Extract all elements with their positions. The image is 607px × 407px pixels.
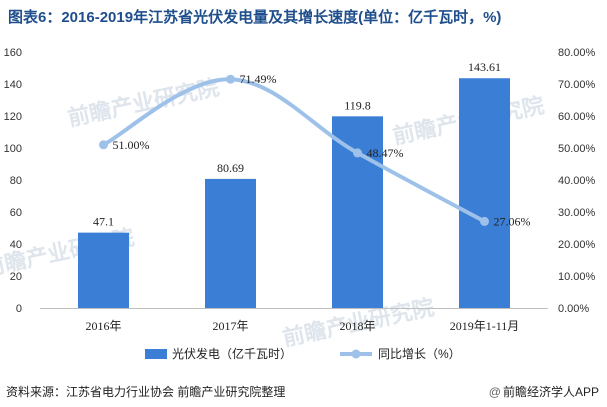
brand-name: 前瞻经济学人APP (502, 385, 599, 399)
bar (205, 178, 256, 308)
source-note: 资料来源：江苏省电力行业协会 前瞻产业研究院整理 (6, 385, 286, 399)
growth-line (101, 77, 487, 224)
bar-data-label: 119.8 (344, 98, 371, 112)
right-tick-label: 70.00% (558, 79, 596, 91)
left-tick-label: 140 (4, 79, 22, 91)
legend-bar-label: 光伏发电（亿千瓦时） (172, 346, 292, 361)
brand-at: @ (488, 385, 501, 399)
watermark-text: 前瞻产业研究院 (66, 74, 222, 130)
category-label: 2017年 (212, 319, 248, 333)
growth-point (353, 148, 362, 158)
growth-data-label: 51.00% (113, 138, 150, 152)
bar (78, 232, 129, 308)
bar-series: 47.1 80.69 119.8 143.61 (78, 60, 510, 308)
right-tick-label: 60.00% (558, 111, 596, 123)
left-tick-label: 80 (10, 175, 22, 187)
chart-title: 图表6：2016-2019年江苏省光伏发电量及其增长速度(单位：亿千瓦时，%) (8, 9, 502, 26)
right-tick-label: 80.00% (558, 47, 596, 59)
brand-credit: @ 前瞻经济学人APP (489, 383, 599, 400)
legend-line-label: 同比增长（%） (378, 347, 461, 361)
left-tick-label: 60 (10, 207, 22, 219)
growth-point (99, 140, 108, 150)
left-tick-label: 20 (10, 271, 22, 283)
right-tick-label: 10.00% (558, 271, 596, 283)
right-tick-label: 50.00% (558, 143, 596, 155)
legend-bar-swatch (145, 349, 167, 359)
bar-data-label: 80.69 (217, 161, 244, 175)
category-label: 2016年 (85, 319, 121, 333)
growth-data-label: 71.49% (240, 72, 277, 86)
legend: 光伏发电（亿千瓦时） 同比增长（%） (145, 346, 461, 361)
growth-point (480, 216, 489, 226)
left-tick-label: 100 (4, 143, 22, 155)
bar (459, 78, 510, 308)
bar-data-label: 143.61 (468, 60, 501, 74)
left-tick-label: 120 (4, 111, 22, 123)
right-tick-label: 40.00% (558, 175, 596, 187)
left-tick-label: 0 (16, 303, 22, 315)
growth-data-label: 27.06% (494, 214, 531, 228)
legend-line-marker (351, 349, 361, 359)
left-tick-label: 160 (4, 47, 22, 59)
left-axis: 0 20 40 60 80 100 120 140 160 (4, 47, 22, 315)
bar (332, 116, 383, 308)
line-series: 51.00% 71.49% 48.47% 27.06% (99, 72, 531, 228)
right-tick-label: 0.00% (558, 303, 589, 315)
category-label: 2018年 (339, 319, 375, 333)
bar-data-label: 47.1 (93, 215, 114, 229)
growth-data-label: 48.47% (367, 146, 404, 160)
right-axis: 0.00% 10.00% 20.00% 30.00% 40.00% 50.00% 60.00… (558, 47, 596, 315)
left-tick-label: 40 (10, 239, 22, 251)
category-axis: 2016年 2017年 2018年 2019年1-11月 (85, 319, 519, 333)
growth-point (226, 74, 235, 84)
right-tick-label: 20.00% (558, 239, 596, 251)
category-label: 2019年1-11月 (450, 319, 520, 333)
right-tick-label: 30.00% (558, 207, 596, 219)
